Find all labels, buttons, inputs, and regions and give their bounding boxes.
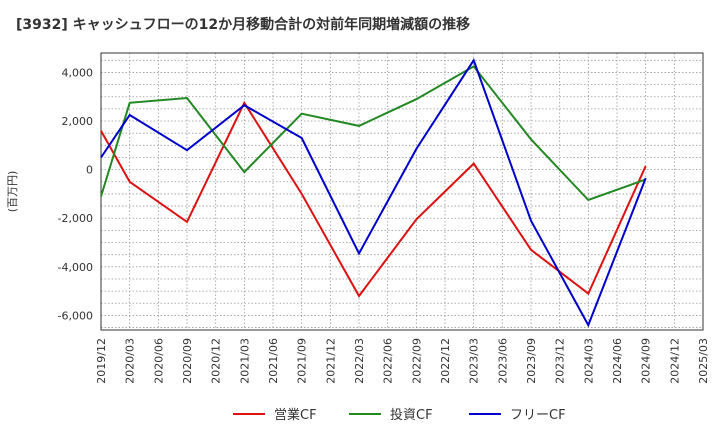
x-tick-label: 2020/03 (124, 338, 137, 384)
x-tick-label: 2020/12 (210, 338, 223, 384)
x-tick-label: 2021/09 (296, 338, 309, 384)
chart-title: [3932] キャッシュフローの12か月移動合計の対前年同期増減額の推移 (16, 17, 471, 33)
x-tick-label: 2021/03 (238, 338, 251, 384)
x-tick-label: 2024/06 (611, 338, 624, 384)
x-tick-label: 2025/03 (697, 338, 710, 384)
x-tick-label: 2020/06 (152, 338, 165, 384)
grid-layer (100, 53, 704, 330)
legend: 営業CF 投資CF フリーCF (233, 407, 566, 423)
x-tick-label: 2022/12 (439, 338, 452, 384)
x-tick-label: 2023/12 (554, 338, 567, 384)
x-tick-label: 2022/06 (382, 338, 395, 384)
y-tick-label: -6,000 (58, 309, 93, 322)
y-tick-label: 0 (86, 164, 93, 177)
y-tick-label: -4,000 (58, 261, 93, 274)
x-tick-label: 2024/09 (640, 338, 653, 384)
series-line-フリーCF (100, 58, 647, 328)
x-tick-label: 2024/12 (668, 338, 681, 384)
x-tick-label: 2021/12 (324, 338, 337, 384)
plot-frame (100, 52, 704, 331)
x-tick-label: 2023/03 (468, 338, 481, 384)
x-tick-label: 2022/09 (410, 338, 423, 384)
y-tick-labels: 4,000 2,000 0 -2,000 -4,000 -6,000 (58, 66, 93, 322)
legend-label: 営業CF (274, 407, 317, 423)
y-tick-label: -2,000 (58, 212, 93, 225)
legend-label: 投資CF (390, 407, 433, 423)
x-tick-label: 2024/03 (582, 338, 595, 384)
x-tick-label: 2019/12 (95, 338, 108, 384)
x-tick-label: 2023/06 (496, 338, 509, 384)
x-tick-labels: 2019/12 2020/03 2020/06 2020/09 2020/12 2021/… (95, 338, 710, 384)
x-tick-label: 2022/03 (353, 338, 366, 384)
series-line-営業CF (100, 100, 647, 298)
y-tick-label: 2,000 (62, 115, 94, 128)
y-axis-label: (百万円) (6, 171, 19, 213)
series-line-投資CF (100, 65, 647, 202)
x-tick-label: 2020/09 (181, 338, 194, 384)
y-tick-label: 4,000 (62, 66, 94, 79)
x-tick-label: 2021/06 (267, 338, 280, 384)
legend-label: フリーCF (510, 408, 566, 423)
series-layer (100, 58, 647, 328)
x-tick-label: 2023/09 (525, 338, 538, 384)
